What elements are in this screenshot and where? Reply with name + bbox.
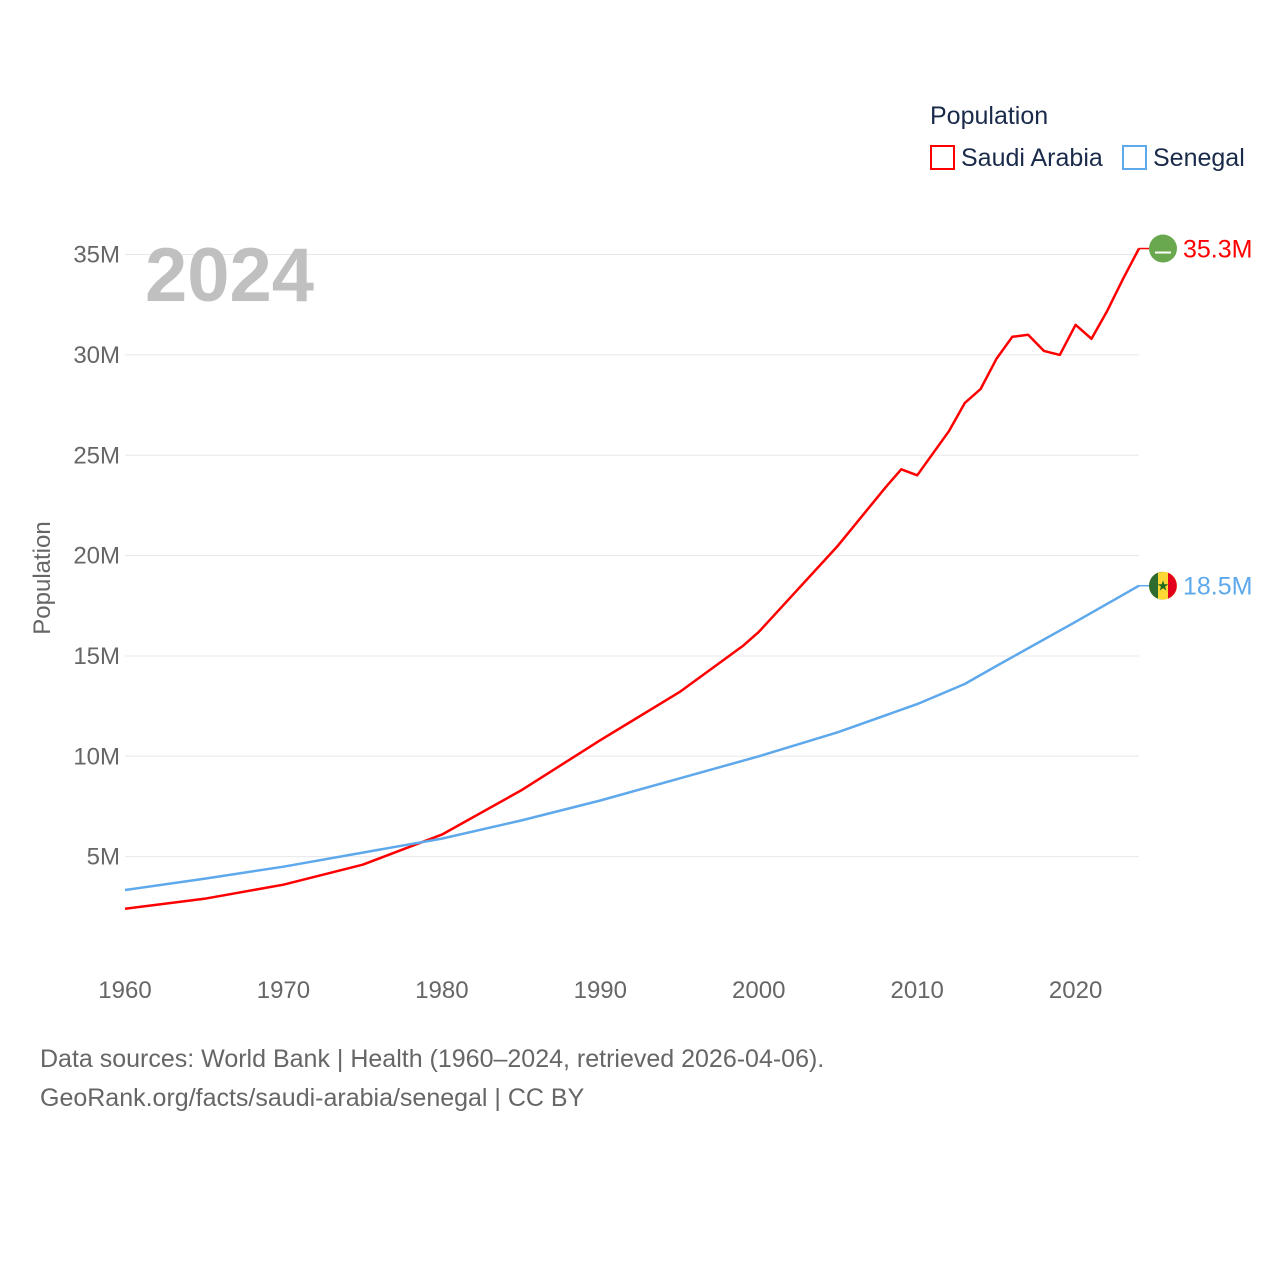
- year-watermark: 2024: [145, 233, 314, 318]
- flag-green: [1149, 571, 1163, 600]
- legend-swatch: [1122, 145, 1147, 170]
- flag-red: [1168, 572, 1177, 599]
- y-tick-label: 25M: [73, 442, 120, 469]
- y-tick-label: 35M: [73, 242, 120, 269]
- legend-title: Population: [930, 102, 1048, 130]
- footer-credit[interactable]: GeoRank.org/facts/saudi-arabia/senegal |…: [40, 1084, 585, 1112]
- y-tick-label: 20M: [73, 543, 120, 570]
- legend-swatch: [930, 145, 955, 170]
- legend-label: Saudi Arabia: [961, 144, 1103, 172]
- x-tick-label: 2020: [1049, 977, 1102, 1004]
- saudi-arabia-flag-icon: [1149, 234, 1177, 263]
- x-tick-label: 1990: [574, 977, 627, 1004]
- series-line-saudi-arabia: [124, 247, 1141, 911]
- end-value-label: 18.5M: [1183, 573, 1252, 601]
- legend-label: Senegal: [1153, 144, 1245, 172]
- flag-star: ★: [1157, 578, 1170, 594]
- x-tick-label: 1980: [415, 977, 468, 1004]
- x-tick-label: 2010: [890, 977, 943, 1004]
- y-axis-label: Population: [29, 521, 56, 634]
- y-tick-label: 15M: [73, 643, 120, 670]
- y-tick-label: 30M: [73, 342, 120, 369]
- end-value-label: 35.3M: [1183, 236, 1252, 264]
- footer-sources: Data sources: World Bank | Health (1960–…: [40, 1045, 825, 1073]
- x-tick-label: 1960: [98, 977, 151, 1004]
- flag-sword: [1155, 251, 1171, 254]
- y-tick-label: 5M: [87, 844, 120, 871]
- y-tick-label: 10M: [73, 743, 120, 770]
- series-line-senegal: [124, 584, 1140, 892]
- x-tick-label: 2000: [732, 977, 785, 1004]
- x-tick-label: 1970: [257, 977, 310, 1004]
